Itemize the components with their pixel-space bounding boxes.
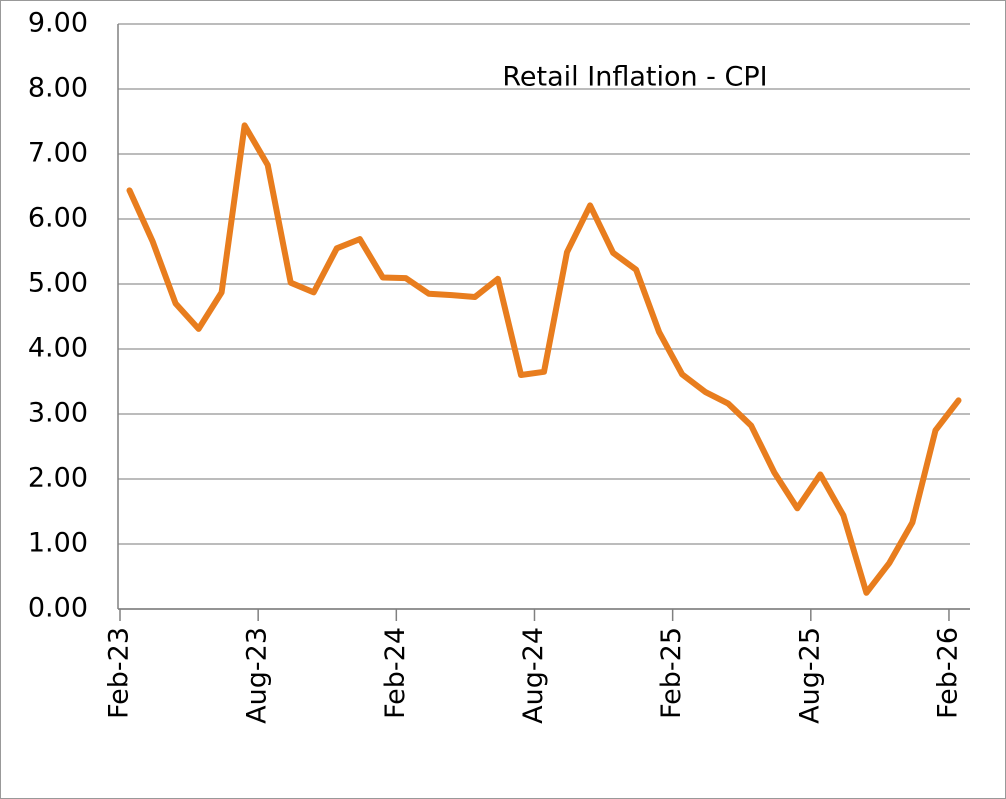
x-tick-label: Feb-24 [380,627,411,719]
y-tick-label: 9.00 [28,8,88,39]
line-series [126,122,962,596]
y-tick-label: 3.00 [28,398,88,429]
y-tick-label: 0.00 [28,593,88,624]
x-tick-label: Aug-24 [518,627,549,724]
y-tick-label: 8.00 [28,73,88,104]
x-tick-label: Feb-26 [932,627,963,719]
x-tick-label: Feb-25 [656,627,687,719]
chart-title: Retail Inflation - CPI [502,62,767,93]
y-tick-label: 1.00 [28,528,88,559]
y-tick-label: 2.00 [28,463,88,494]
y-tick-label: 5.00 [28,268,88,299]
y-tick-label: 4.00 [28,333,88,364]
x-tick-label: Aug-23 [242,627,273,724]
x-tick-label: Aug-25 [794,627,825,724]
x-tick-label: Feb-23 [104,627,135,719]
y-tick-label: 7.00 [28,138,88,169]
y-tick-label: 6.00 [28,203,88,234]
